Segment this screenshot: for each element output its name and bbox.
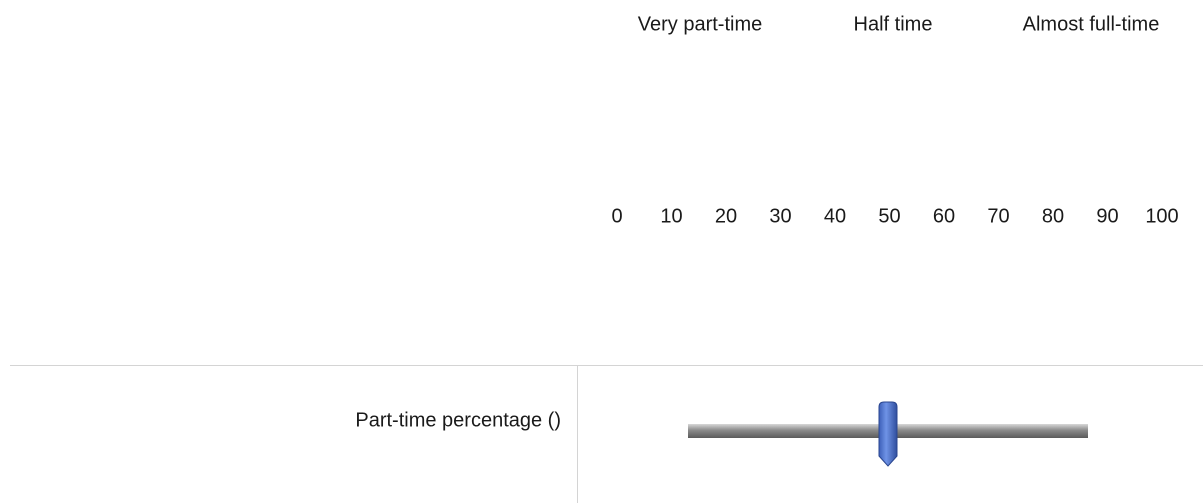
scale-label: Almost full-time — [1023, 13, 1160, 35]
scale-tick: 20 — [715, 205, 737, 227]
scale-tick: 0 — [611, 205, 622, 227]
scale-tick: 30 — [769, 205, 791, 227]
row-label: Part-time percentage () — [355, 409, 561, 431]
scale-label: Half time — [854, 13, 933, 35]
scale-tick: 40 — [824, 205, 846, 227]
scale-tick: 80 — [1042, 205, 1064, 227]
scale-tick: 100 — [1145, 205, 1178, 227]
scale-tick: 50 — [878, 205, 900, 227]
scale-label: Very part-time — [638, 13, 762, 35]
scale-tick: 10 — [660, 205, 682, 227]
scale-tick: 60 — [933, 205, 955, 227]
scale-tick: 90 — [1096, 205, 1118, 227]
scale-tick: 70 — [987, 205, 1009, 227]
slider-handle[interactable] — [878, 401, 898, 467]
